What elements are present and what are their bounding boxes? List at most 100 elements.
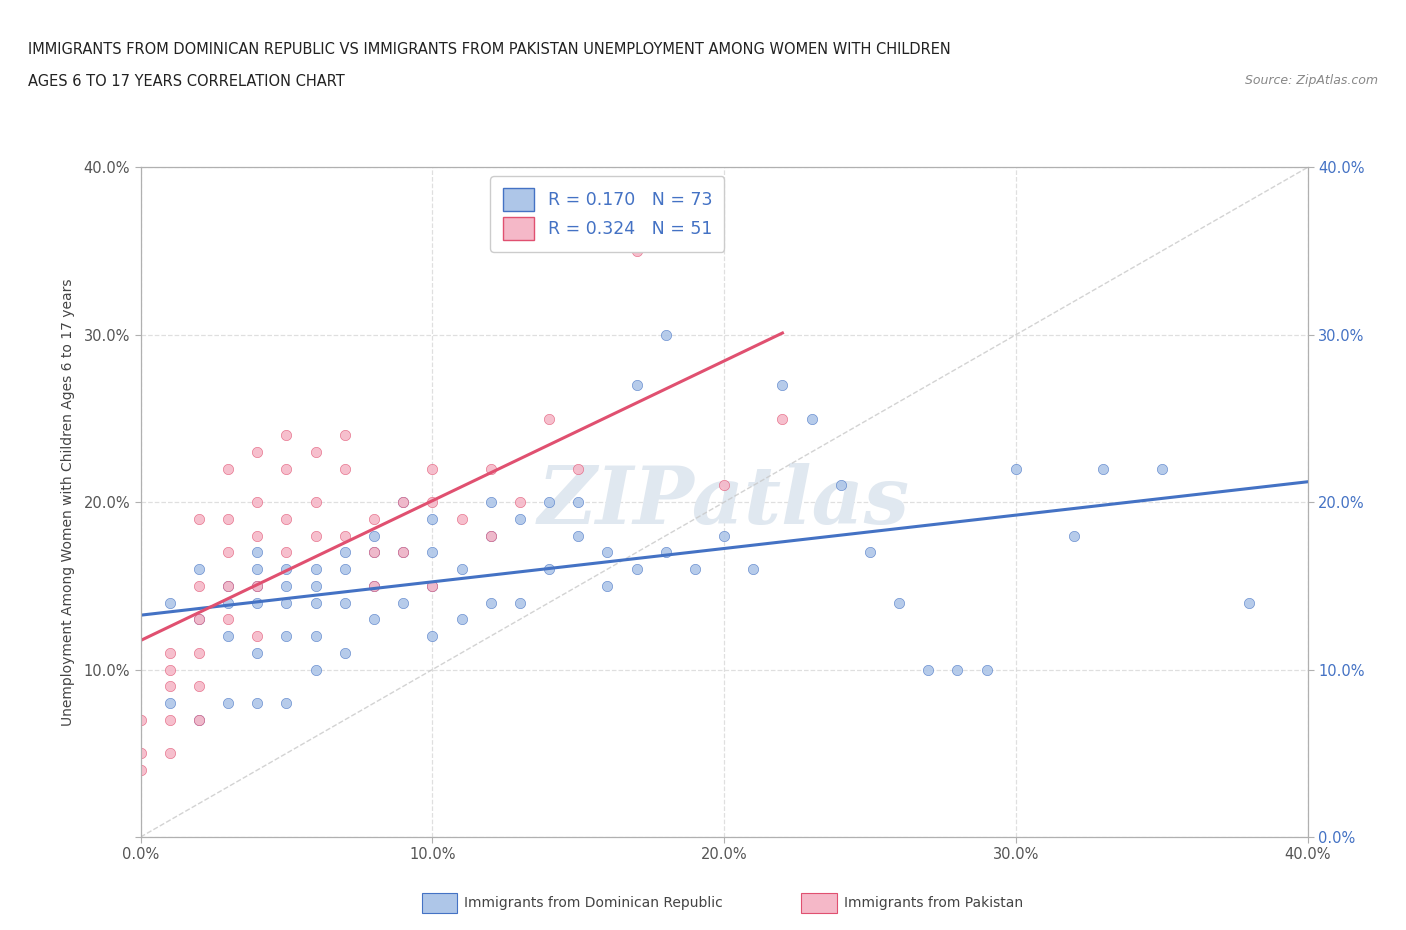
Point (363, 512, 385, 526)
Point (217, 629, 239, 644)
Point (889, 595, 911, 610)
Point (333, 528, 356, 543)
Point (246, 528, 269, 543)
Point (246, 629, 269, 644)
Point (1005, 461, 1028, 476)
Point (772, 411, 794, 426)
Point (246, 645, 269, 660)
Point (509, 595, 531, 610)
Text: Source: ZipAtlas.com: Source: ZipAtlas.com (1244, 74, 1378, 87)
Point (276, 428, 298, 443)
Point (129, 746, 152, 761)
Point (276, 629, 298, 644)
Point (188, 612, 211, 627)
Point (333, 461, 356, 476)
Point (159, 696, 181, 711)
Point (217, 461, 239, 476)
Point (363, 612, 385, 627)
Point (188, 512, 211, 526)
Point (683, 562, 706, 577)
Point (422, 461, 444, 476)
Point (363, 545, 385, 560)
Point (305, 562, 328, 577)
Point (422, 578, 444, 593)
Point (626, 244, 648, 259)
Point (363, 578, 385, 593)
Point (276, 595, 298, 610)
Point (422, 578, 444, 593)
Point (188, 679, 211, 694)
Point (305, 595, 328, 610)
Point (946, 662, 969, 677)
Point (596, 545, 619, 560)
Point (188, 712, 211, 727)
Point (1092, 461, 1115, 476)
Point (567, 495, 589, 510)
Point (596, 578, 619, 593)
Point (276, 696, 298, 711)
Point (305, 629, 328, 644)
Point (217, 545, 239, 560)
Point (305, 445, 328, 459)
Point (392, 495, 415, 510)
Point (333, 595, 356, 610)
Point (655, 327, 678, 342)
Point (655, 545, 678, 560)
Point (1150, 461, 1173, 476)
Point (188, 712, 211, 727)
Point (567, 461, 589, 476)
Point (188, 645, 211, 660)
Point (450, 512, 472, 526)
Point (276, 512, 298, 526)
Point (450, 562, 472, 577)
Point (159, 645, 181, 660)
Legend: R = 0.170   N = 73, R = 0.324   N = 51: R = 0.170 N = 73, R = 0.324 N = 51 (491, 176, 724, 252)
Point (450, 612, 472, 627)
Point (392, 545, 415, 560)
Point (305, 528, 328, 543)
Text: IMMIGRANTS FROM DOMINICAN REPUBLIC VS IMMIGRANTS FROM PAKISTAN UNEMPLOYMENT AMON: IMMIGRANTS FROM DOMINICAN REPUBLIC VS IM… (28, 42, 950, 57)
Point (1063, 528, 1085, 543)
Y-axis label: Unemployment Among Women with Children Ages 6 to 17 years: Unemployment Among Women with Children A… (62, 278, 76, 726)
Point (479, 528, 502, 543)
Point (217, 578, 239, 593)
Point (422, 629, 444, 644)
Point (538, 562, 561, 577)
Point (509, 495, 531, 510)
Point (276, 545, 298, 560)
Point (246, 495, 269, 510)
Point (159, 679, 181, 694)
Point (188, 612, 211, 627)
Point (363, 528, 385, 543)
Point (392, 495, 415, 510)
Text: Immigrants from Pakistan: Immigrants from Pakistan (844, 896, 1022, 910)
Point (538, 411, 561, 426)
Point (188, 562, 211, 577)
Point (422, 512, 444, 526)
Point (217, 512, 239, 526)
Point (246, 696, 269, 711)
Text: AGES 6 TO 17 YEARS CORRELATION CHART: AGES 6 TO 17 YEARS CORRELATION CHART (28, 74, 344, 89)
Point (276, 578, 298, 593)
Point (246, 445, 269, 459)
Point (159, 662, 181, 677)
Point (800, 411, 823, 426)
Point (363, 578, 385, 593)
Point (129, 712, 152, 727)
Point (859, 545, 882, 560)
Point (917, 662, 939, 677)
Point (305, 578, 328, 593)
Point (479, 528, 502, 543)
Point (422, 495, 444, 510)
Point (830, 478, 852, 493)
Point (246, 578, 269, 593)
Point (276, 562, 298, 577)
Point (713, 528, 735, 543)
Point (333, 562, 356, 577)
Point (479, 461, 502, 476)
Point (217, 696, 239, 711)
Point (217, 595, 239, 610)
Point (713, 478, 735, 493)
Point (626, 378, 648, 392)
Point (509, 512, 531, 526)
